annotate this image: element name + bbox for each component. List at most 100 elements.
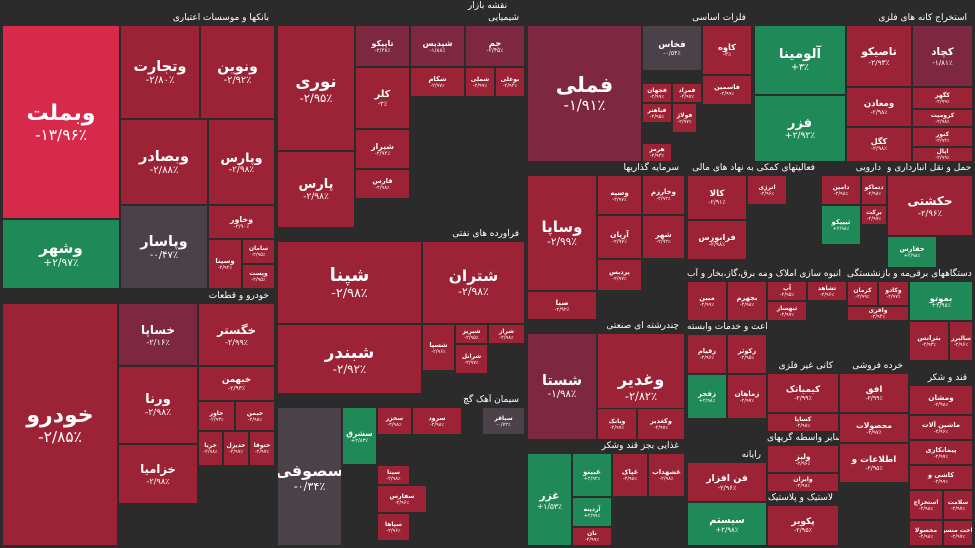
stock-tile[interactable]: خودرو -۲/۸۵٪	[2, 303, 118, 546]
stock-tile[interactable]: ثشاهد -۲/۹۶٪	[807, 281, 847, 301]
stock-tile[interactable]: زکوثر -۲/۹۵٪	[727, 334, 767, 374]
stock-tile[interactable]: خاور -۲/۹۳٪	[198, 401, 235, 431]
stock-tile[interactable]: وبصادر -۲/۸۸٪	[120, 119, 208, 205]
stock-tile[interactable]: کرومیت -۲/۹۸٪	[912, 109, 973, 127]
stock-tile[interactable]: تیپیکو +۲/۹۸٪	[821, 205, 861, 245]
stock-tile[interactable]: محصولات -۲/۹۷٪	[839, 413, 909, 443]
stock-tile[interactable]: ختوقا -۲/۹۷٪	[249, 431, 275, 466]
stock-tile[interactable]: شبندر -۲/۹۲٪	[277, 324, 422, 394]
stock-tile[interactable]: کگهر -۲/۹۹٪	[912, 87, 973, 109]
stock-tile[interactable]: سامان -۲/۹۵٪	[242, 239, 275, 264]
stock-tile[interactable]: شستا -۱/۹۸٪	[527, 333, 597, 440]
stock-tile[interactable]: شرانل -۲/۹۷٪	[455, 344, 488, 374]
stock-tile[interactable]: شیراز -۲/۹۴٪	[355, 129, 410, 169]
stock-tile[interactable]: کاوه -۳٪	[702, 25, 752, 75]
stock-tile[interactable]: استخراج -۲/۹۸٪	[909, 490, 943, 520]
stock-tile[interactable]: کساپا -۲/۹۸٪	[767, 413, 839, 432]
stock-tile[interactable]: سیتا -۲/۹۸٪	[377, 465, 410, 485]
stock-tile[interactable]: وشهر +۲/۹۷٪	[2, 219, 120, 289]
stock-tile[interactable]: پیمانکاری -۲/۹۷٪	[909, 440, 973, 465]
stock-tile[interactable]: ماشین آلات -۲/۹۶٪	[909, 415, 973, 440]
stock-tile[interactable]: آلومینا +۳٪	[754, 25, 846, 95]
stock-tile[interactable]: آریان -۲/۹۷٪	[597, 215, 642, 259]
stock-tile[interactable]: سشرق +۲/۸۳٪	[342, 407, 377, 465]
stock-tile[interactable]: کگل -۲/۹۸٪	[846, 127, 912, 162]
stock-tile[interactable]: وبملت -۱۳/۹۶٪	[2, 25, 120, 219]
stock-tile[interactable]: بموتو +۲/۹۸٪	[909, 281, 973, 321]
stock-tile[interactable]: خساپا -۲/۱۶٪	[118, 303, 198, 366]
stock-tile[interactable]: خگستر -۲/۹۹٪	[198, 303, 275, 366]
stock-tile[interactable]: وکادو -۲/۹۷٪	[878, 281, 909, 306]
stock-tile[interactable]: هرمز -۲/۹۳٪	[642, 143, 672, 162]
stock-tile[interactable]: سلامت -۲/۹۷٪	[943, 490, 973, 520]
stock-tile[interactable]: کاشی و -۲/۹۹٪	[909, 465, 973, 490]
stock-tile[interactable]: ومشان -۲/۹۸٪	[909, 385, 973, 415]
stock-tile[interactable]: خریا -۲/۹۸٪	[198, 431, 223, 466]
stock-tile[interactable]: محصولا -۲/۹۸٪	[909, 520, 943, 546]
stock-tile[interactable]: صبا -۲/۹۲٪	[527, 291, 597, 320]
stock-tile[interactable]: زفجر +۲/۹۸٪	[687, 374, 727, 419]
stock-tile[interactable]: کچاد -۱/۸۱٪	[912, 25, 973, 87]
stock-tile[interactable]: ولیز -۲/۹۶٪	[767, 445, 839, 473]
stock-tile[interactable]: وساپا -۲/۹۹٪	[527, 175, 597, 291]
stock-tile[interactable]: آردینه +۲/۹۹٪	[572, 497, 612, 527]
stock-tile[interactable]: شملی -۲/۹۹٪	[465, 67, 495, 97]
stock-tile[interactable]: فملی -۱/۹۱٪	[527, 25, 642, 162]
stock-tile[interactable]: جم -۲/۴۵٪	[465, 25, 525, 67]
stock-tile[interactable]: پارس -۲/۹۸٪	[277, 151, 355, 228]
stock-tile[interactable]: نان -۲/۹۹٪	[572, 527, 612, 546]
stock-tile[interactable]: فمراد -۲/۹۷٪	[672, 83, 702, 103]
stock-tile[interactable]: ساخت منسوج-۲/۹۷٪	[943, 520, 973, 546]
stock-tile[interactable]: کالا -۲/۹۱٪	[687, 175, 747, 220]
stock-tile[interactable]: پکویر -۲/۹۵٪	[767, 505, 839, 546]
stock-tile[interactable]: شراز -۲/۹۸٪	[488, 324, 525, 344]
stock-tile[interactable]: بترانس -۲/۹۳٪	[909, 321, 949, 361]
stock-tile[interactable]: وتجارت -۲/۸۰٪	[120, 25, 200, 119]
stock-tile[interactable]: آپ -۲/۹۵٪	[767, 281, 807, 301]
stock-tile[interactable]: سپاها -۲/۹۶٪	[377, 513, 410, 541]
stock-tile[interactable]: حفارس +۲/۹۸٪	[887, 236, 937, 268]
stock-tile[interactable]: کرمان -۲/۹۹٪	[847, 281, 878, 306]
stock-tile[interactable]: وخاور -۲/۹۰٪	[208, 205, 275, 239]
stock-tile[interactable]: بجهرم -۲/۹۸٪	[727, 281, 767, 321]
stock-tile[interactable]: فولاژ -۲/۹۷٪	[672, 103, 697, 133]
stock-tile[interactable]: سخزر -۲/۹۸٪	[377, 407, 412, 435]
stock-tile[interactable]: ثبهساز -۲/۹۷٪	[767, 301, 807, 321]
stock-tile[interactable]: شپدیس -۱/۸۸٪	[410, 25, 465, 67]
stock-tile[interactable]: وسپه -۲/۹۷٪	[597, 175, 642, 215]
stock-tile[interactable]: وکغدیر -۲/۹۷٪	[637, 408, 685, 440]
stock-tile[interactable]: غبینو +۲/۹۲٪	[572, 453, 612, 497]
stock-tile[interactable]: وایران -۲/۹۸٪	[767, 473, 839, 492]
stock-tile[interactable]: فارس -۲/۹۸٪	[355, 169, 410, 199]
stock-tile[interactable]: فخاس -۰/۵۴٪	[642, 25, 702, 71]
stock-tile[interactable]: شکام -۲/۹۷٪	[410, 67, 465, 97]
stock-tile[interactable]: ونوین -۲/۹۲٪	[200, 25, 275, 119]
stock-tile[interactable]: اطلاعات و -۲/۹۵٪	[839, 443, 909, 483]
stock-tile[interactable]: دتماکو -۲/۹۸٪	[861, 175, 887, 205]
stock-tile[interactable]: سالبرز -۲/۹۶٪	[949, 321, 973, 361]
stock-tile[interactable]: فاسمین -۲/۹۹٪	[702, 75, 752, 105]
stock-tile[interactable]: شهر -۲/۹۲٪	[642, 215, 685, 259]
stock-tile[interactable]: بوعلی -۲/۹۴٪	[495, 67, 525, 97]
stock-tile[interactable]: خدیزل -۲/۹۷٪	[223, 431, 249, 466]
stock-tile[interactable]: فن افزار -۲/۹۶٪	[687, 462, 767, 502]
stock-tile[interactable]: غشهداب -۲/۹۸٪	[648, 453, 685, 497]
stock-tile[interactable]: وپارس -۲/۹۸٪	[208, 119, 275, 205]
stock-tile[interactable]: شبریز -۲/۹۵٪	[455, 324, 488, 344]
stock-tile[interactable]: شسپا -۲/۹۶٪	[422, 324, 455, 371]
stock-tile[interactable]: پردیس -۲/۹۷٪	[597, 259, 642, 291]
stock-tile[interactable]: زقیام -۲/۹۶٪	[687, 334, 727, 374]
stock-tile[interactable]: سرود -۲/۹۸٪	[412, 407, 462, 435]
stock-tile[interactable]: کنور -۲/۹۴٪	[912, 127, 973, 147]
stock-tile[interactable]: ورنا -۲/۹۸٪	[118, 366, 198, 444]
stock-tile[interactable]: وپست -۲/۹۵٪	[242, 264, 275, 289]
stock-tile[interactable]: زماهان -۲/۹۷٪	[727, 374, 767, 419]
stock-tile[interactable]: وخارزم -۲/۹۲٪	[642, 175, 685, 215]
stock-tile[interactable]: فباهنر -۲/۹۵٪	[642, 103, 672, 123]
stock-tile[interactable]: سیستم +۲/۹۸٪	[687, 502, 767, 546]
stock-tile[interactable]: سصوفی -۰/۳۴٪	[277, 407, 342, 546]
stock-tile[interactable]: خبهمن -۲/۹۳٪	[198, 366, 275, 401]
stock-tile[interactable]: فزر +۲/۹۲٪	[754, 95, 846, 162]
stock-tile[interactable]: شتران -۲/۹۸٪	[422, 241, 525, 324]
stock-tile[interactable]: وآفری -۲/۹۴٪	[847, 306, 909, 321]
